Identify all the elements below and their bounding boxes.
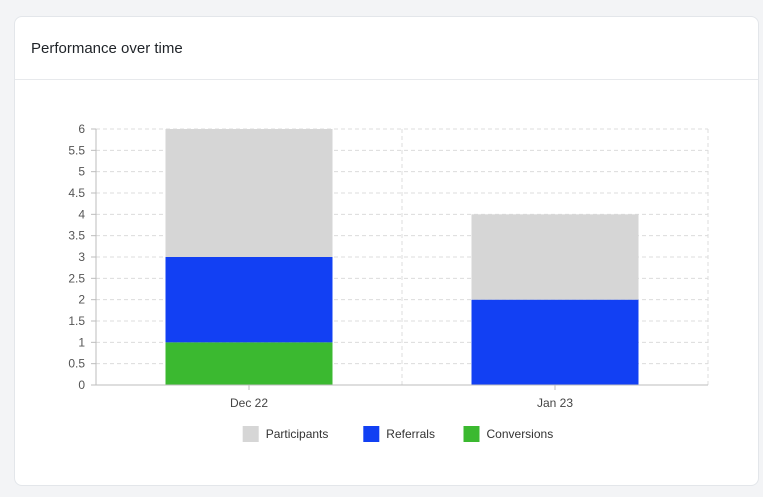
y-tick-label: 1 [78,335,85,349]
performance-chart: 0 0.5 1 1.5 2 2.5 3 3.5 4 4.5 5 5.5 6 Dec 22 Jan 23 Pa… [68,122,709,442]
x-tick-label: Jan 23 [537,396,573,410]
y-tick-label: 0.5 [68,357,85,371]
bar-participants-2[interactable] [471,214,639,300]
performance-card: Performance over time 0 0.5 1 1.5 2 2.5 3 3.5 4 4… [14,16,759,486]
legend-item-conversions[interactable]: Conversions [463,426,554,442]
bar-conversions-1[interactable] [165,342,333,385]
chart-area: 0 0.5 1 1.5 2 2.5 3 3.5 4 4.5 5 5.5 6 Dec 22 Jan 23 Pa… [15,17,758,485]
legend-label: Referrals [386,427,435,441]
y-tick-label: 0 [78,378,85,392]
chart-legend: Participants Referrals Conversions [242,426,554,442]
card-header: Performance over time [15,17,758,80]
chart-axes: 0 0.5 1 1.5 2 2.5 3 3.5 4 4.5 5 5.5 6 Dec 22 Jan 23 [68,122,708,410]
y-tick-label: 3.5 [68,229,85,243]
x-tick-label: Dec 22 [230,396,268,410]
y-tick-label: 2.5 [68,271,85,285]
card-title: Performance over time [31,39,183,57]
y-tick-label: 4.5 [68,186,85,200]
legend-label: Conversions [487,427,554,441]
y-tick-label: 6 [78,122,85,136]
y-tick-label: 3 [78,250,85,264]
legend-item-participants[interactable]: Participants [242,426,329,442]
legend-item-referrals[interactable]: Referrals [363,426,435,442]
bar-referrals-2[interactable] [471,299,639,385]
legend-label: Participants [266,427,329,441]
y-tick-label: 1.5 [68,314,85,328]
legend-swatch [463,426,480,442]
chart-bars [165,129,639,385]
y-tick-label: 4 [78,207,85,221]
bar-participants-1[interactable] [165,129,333,257]
y-tick-label: 5.5 [68,143,85,157]
bar-referrals-1[interactable] [165,257,333,343]
y-tick-label: 2 [78,293,85,307]
legend-swatch [242,426,259,442]
legend-swatch [363,426,380,442]
y-tick-label: 5 [78,165,85,179]
